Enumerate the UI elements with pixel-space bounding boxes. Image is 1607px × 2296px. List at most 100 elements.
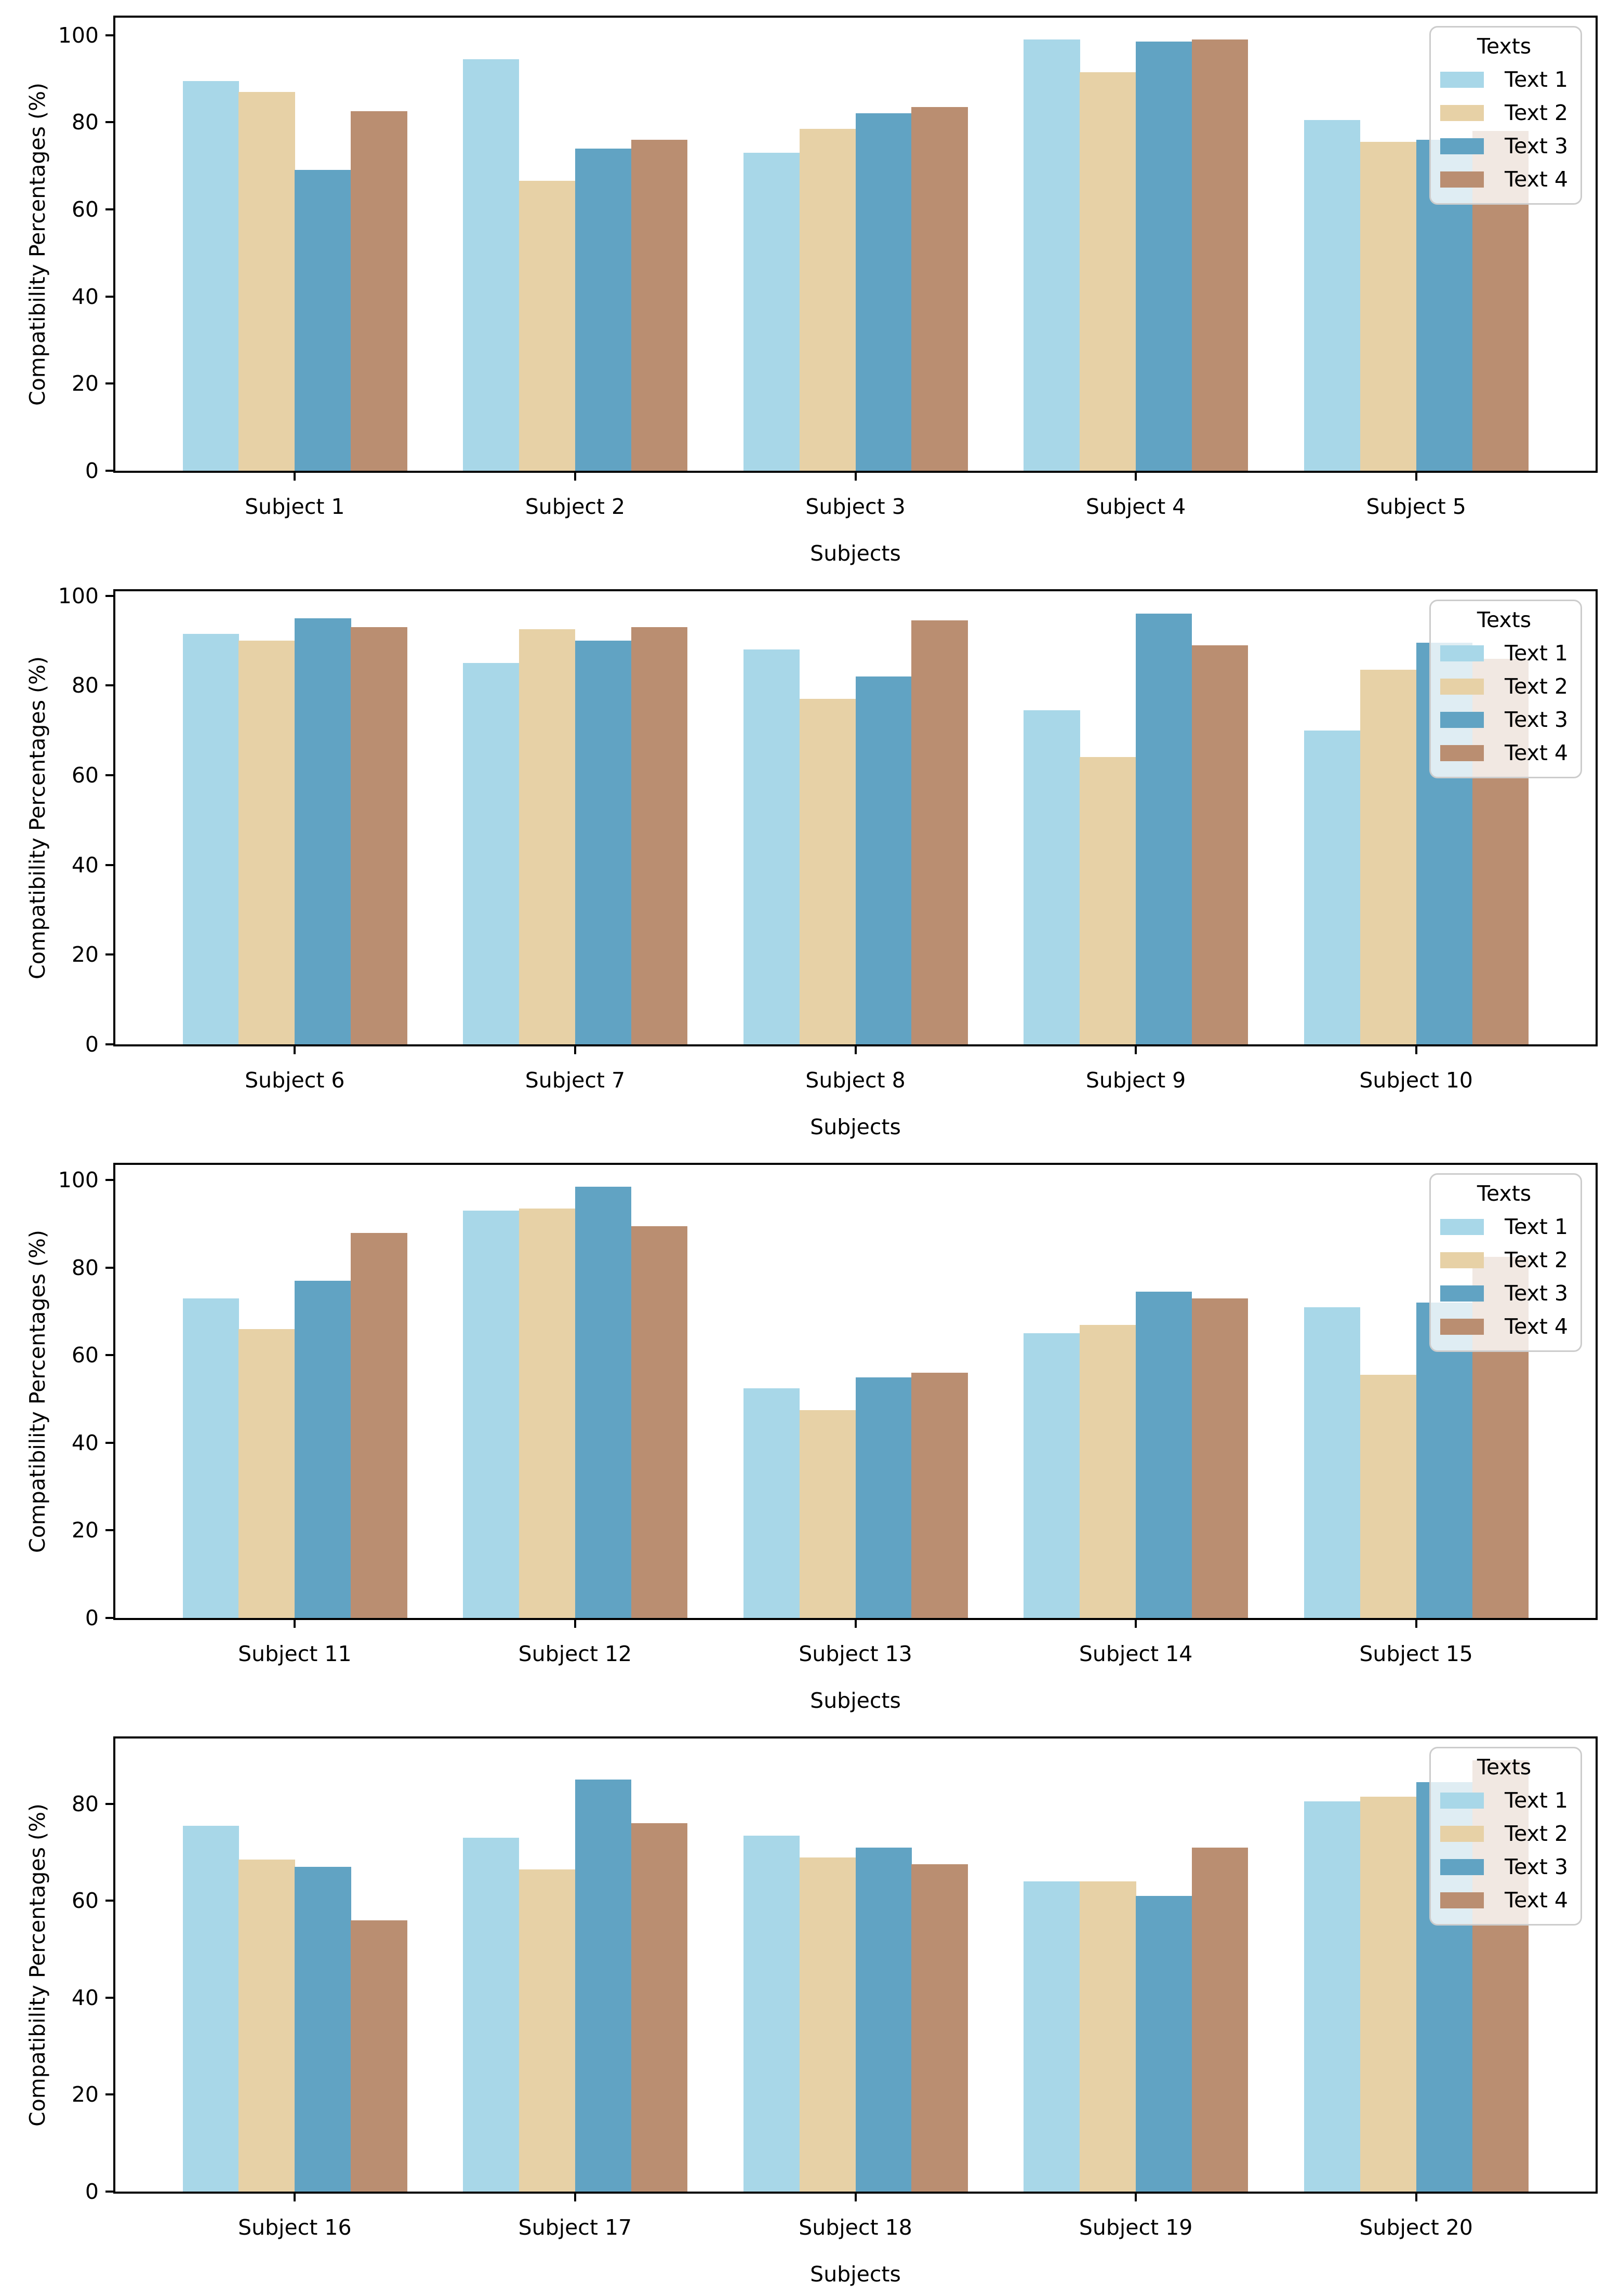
- legend-swatch-icon: [1440, 745, 1484, 761]
- bar-subject-1-text-2: [238, 91, 295, 471]
- bar-subject-8-text-4: [911, 620, 968, 1044]
- legend-item-label: Text 4: [1504, 167, 1568, 192]
- legend-item: Text 4: [1440, 163, 1568, 196]
- y-tick-label: 20: [71, 1518, 99, 1543]
- legend-item: Text 1: [1440, 1210, 1568, 1243]
- bar-subject-7-text-1: [463, 663, 520, 1044]
- bar-subject-9-text-4: [1192, 645, 1249, 1044]
- y-tick: [105, 864, 113, 866]
- y-tick-label: 60: [71, 1343, 99, 1368]
- legend-item: Text 1: [1440, 63, 1568, 96]
- legend-title: Texts: [1477, 34, 1532, 59]
- legend-swatch-icon: [1440, 1218, 1484, 1235]
- legend-item: Text 2: [1440, 1817, 1568, 1850]
- legend: Texts Text 1 Text 2 Text 3 Text 4: [1429, 1747, 1582, 1926]
- bar-subject-5-text-2: [1360, 141, 1417, 471]
- y-axis-label: Compatibility Percentages (%): [25, 1803, 50, 2127]
- legend-item-label: Text 4: [1504, 740, 1568, 765]
- y-tick-label: 100: [58, 1167, 99, 1193]
- legend-item-label: Text 1: [1504, 1788, 1568, 1813]
- y-tick: [105, 208, 113, 210]
- subplot-4: 0 20 40 60 80 Subject 16 Subject 17 Subject 18 S…: [25, 1736, 1598, 2287]
- y-tick: [105, 1441, 113, 1444]
- bar-subject-10-text-2: [1360, 670, 1417, 1044]
- bar-subject-17-text-3: [575, 1780, 632, 2192]
- y-tick-label: 60: [71, 1888, 99, 1914]
- x-tick-label: Subject 11: [238, 1641, 352, 1666]
- legend-item: Text 2: [1440, 96, 1568, 129]
- bar-subject-13-text-1: [743, 1388, 800, 1618]
- y-tick-label: 0: [85, 1605, 99, 1630]
- subplot-3: 0 20 40 60 80 100 Subject 11 Subject 12 Subject …: [25, 1163, 1598, 1713]
- bar-subject-9-text-2: [1080, 757, 1136, 1044]
- y-tick-label: 100: [58, 583, 99, 608]
- bar-subject-17-text-4: [631, 1823, 688, 2192]
- bar-subject-15-text-2: [1360, 1375, 1417, 1618]
- legend-item: Text 4: [1440, 1883, 1568, 1917]
- legend-item-label: Text 2: [1504, 100, 1568, 125]
- legend-item: Text 3: [1440, 1850, 1568, 1883]
- legend-item-label: Text 3: [1504, 707, 1568, 732]
- legend-item: Text 4: [1440, 736, 1568, 769]
- y-tick: [105, 1900, 113, 1902]
- legend-swatch-icon: [1440, 1825, 1484, 1842]
- legend-title: Texts: [1477, 1181, 1532, 1206]
- x-tick-label: Subject 5: [1366, 494, 1466, 519]
- bar-subject-18-text-4: [911, 1864, 968, 2192]
- legend-item: Text 3: [1440, 1277, 1568, 1310]
- bar-subject-9-text-3: [1136, 614, 1192, 1044]
- x-tick: [1135, 471, 1137, 481]
- legend-item-label: Text 2: [1504, 1821, 1568, 1846]
- x-tick-label: Subject 15: [1359, 1641, 1473, 1666]
- bar-subject-8-text-2: [799, 699, 856, 1044]
- subplot-1: 0 20 40 60 80 100 Subject 1 Subject 2 Subject 3 S…: [25, 16, 1598, 566]
- x-tick: [1135, 1044, 1137, 1054]
- bar-subject-9-text-1: [1024, 710, 1080, 1044]
- y-tick: [105, 2191, 113, 2193]
- bar-subject-16-text-4: [351, 1920, 407, 2192]
- legend-item-label: Text 1: [1504, 641, 1568, 666]
- legend-item-label: Text 3: [1504, 134, 1568, 158]
- x-axis-label: Subjects: [810, 2262, 901, 2287]
- bar-subject-2-text-3: [575, 148, 632, 471]
- legend-item-label: Text 1: [1504, 67, 1568, 92]
- bar-subject-7-text-3: [575, 640, 632, 1044]
- bar-subject-14-text-4: [1192, 1298, 1249, 1618]
- x-tick-label: Subject 8: [805, 1068, 906, 1093]
- x-tick-label: Subject 13: [799, 1641, 912, 1666]
- bar-subject-20-text-2: [1360, 1796, 1417, 2192]
- y-tick: [105, 594, 113, 597]
- y-tick-label: 100: [58, 22, 99, 48]
- x-tick: [1135, 2192, 1137, 2201]
- y-tick-label: 0: [85, 1032, 99, 1057]
- bar-subject-6-text-4: [351, 627, 407, 1044]
- legend-swatch-icon: [1440, 1859, 1484, 1875]
- y-tick: [105, 774, 113, 776]
- y-tick: [105, 1617, 113, 1619]
- bar-subject-6-text-3: [295, 618, 351, 1044]
- x-tick: [1415, 471, 1417, 481]
- x-tick: [1415, 2192, 1417, 2201]
- legend-item: Text 1: [1440, 1784, 1568, 1817]
- y-tick-label: 80: [71, 673, 99, 698]
- bar-subject-8-text-1: [743, 649, 800, 1044]
- bar-subject-19-text-1: [1024, 1881, 1080, 2192]
- legend-swatch-icon: [1440, 678, 1484, 695]
- legend: Texts Text 1 Text 2 Text 3 Text 4: [1429, 1173, 1582, 1352]
- bar-subject-16-text-2: [238, 1860, 295, 2192]
- legend-item: Text 3: [1440, 129, 1568, 163]
- bar-subject-2-text-1: [463, 59, 520, 471]
- bar-subject-6-text-1: [182, 634, 239, 1044]
- y-tick-label: 40: [71, 852, 99, 878]
- y-tick-label: 60: [71, 762, 99, 788]
- bar-subject-16-text-3: [295, 1867, 351, 2192]
- y-tick: [105, 295, 113, 298]
- y-tick-label: 40: [71, 1985, 99, 2010]
- y-tick: [105, 382, 113, 385]
- x-tick-label: Subject 19: [1079, 2215, 1193, 2240]
- y-tick-label: 60: [71, 196, 99, 222]
- bar-subject-14-text-1: [1024, 1333, 1080, 1618]
- x-tick-label: Subject 9: [1085, 1068, 1186, 1093]
- legend-swatch-icon: [1440, 1792, 1484, 1809]
- legend-title: Texts: [1477, 607, 1532, 632]
